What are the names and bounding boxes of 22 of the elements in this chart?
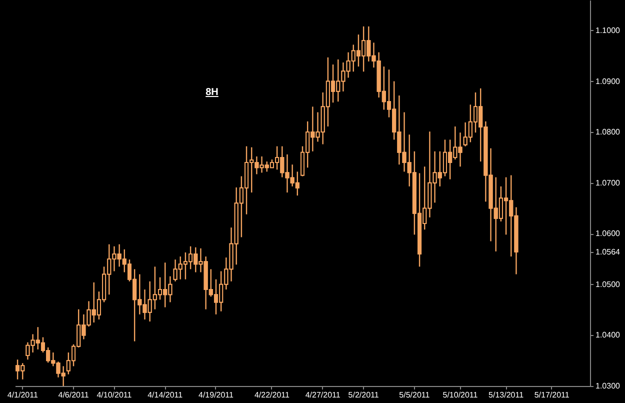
y-tick-label: 1.0564 <box>596 247 621 256</box>
x-tick-label: 4/6/2011 <box>58 390 90 400</box>
x-tick-label: 5/17/2011 <box>534 390 570 400</box>
y-tick-label: 1.0700 <box>596 178 621 188</box>
y-tick-label: 1.0500 <box>596 280 621 289</box>
annotation: 8H <box>206 87 218 98</box>
y-tick-label: 1.0900 <box>596 76 621 86</box>
y-tick-label: 1.1000 <box>596 26 621 35</box>
x-tick-label: 5/5/2011 <box>399 390 430 400</box>
x-tick-label: 4/22/2011 <box>254 390 290 400</box>
y-tick-label: 1.0600 <box>596 229 621 238</box>
x-tick-label: 4/10/2011 <box>96 390 132 400</box>
x-tick-label: 5/2/2011 <box>348 390 380 400</box>
x-tick-label: 5/13/2011 <box>488 390 524 400</box>
x-tick-label: 4/14/2011 <box>148 390 184 400</box>
y-tick-label: 1.0400 <box>596 330 621 340</box>
x-tick-label: 4/27/2011 <box>305 390 341 400</box>
x-tick-label: 5/10/2011 <box>442 390 478 400</box>
x-tick-label: 4/1/2011 <box>7 390 38 400</box>
x-tick-label: 4/19/2011 <box>198 390 234 400</box>
y-tick-label: 1.0300 <box>596 382 621 390</box>
y-tick-label: 1.0800 <box>596 128 621 137</box>
